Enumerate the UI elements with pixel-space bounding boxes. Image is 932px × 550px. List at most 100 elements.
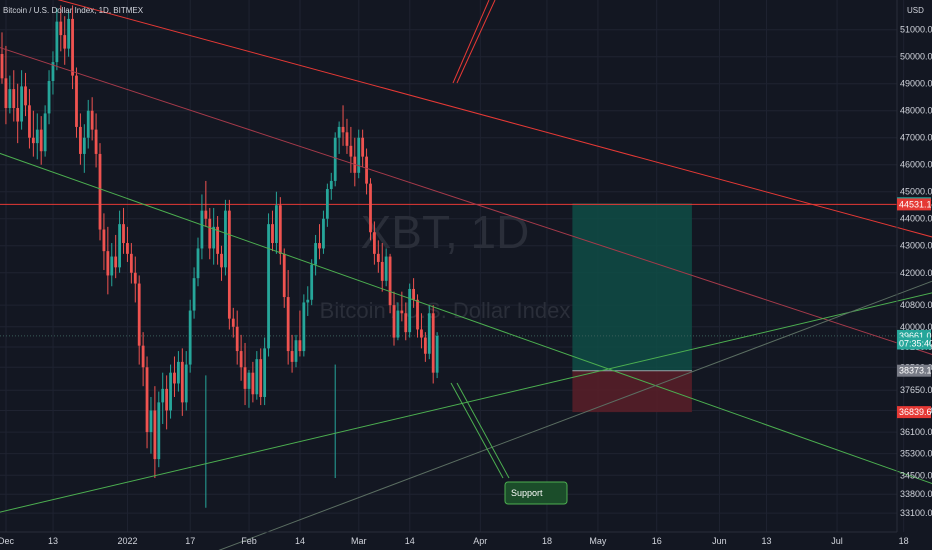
candle[interactable] xyxy=(114,234,118,279)
candle[interactable] xyxy=(337,121,341,154)
candle[interactable] xyxy=(145,356,149,449)
candle[interactable] xyxy=(267,213,270,357)
candle[interactable] xyxy=(137,275,141,365)
candle[interactable] xyxy=(247,369,251,408)
candle[interactable] xyxy=(204,180,208,227)
candle[interactable] xyxy=(71,5,74,90)
candle[interactable] xyxy=(369,178,372,241)
candle[interactable] xyxy=(361,129,365,168)
candle[interactable] xyxy=(169,364,172,419)
candle[interactable] xyxy=(427,305,431,360)
candle[interactable] xyxy=(349,126,353,173)
candle[interactable] xyxy=(192,267,196,319)
candle[interactable] xyxy=(294,334,298,368)
candle[interactable] xyxy=(180,348,184,416)
candle[interactable] xyxy=(271,210,274,252)
candle[interactable] xyxy=(400,291,404,322)
candle[interactable] xyxy=(35,113,39,160)
candle[interactable] xyxy=(31,110,35,157)
candle[interactable] xyxy=(212,207,216,265)
candle[interactable] xyxy=(12,70,16,122)
candle[interactable] xyxy=(235,310,239,365)
candles[interactable] xyxy=(0,3,439,508)
candle[interactable] xyxy=(94,113,98,168)
candle[interactable] xyxy=(67,10,71,57)
candle[interactable] xyxy=(278,197,282,265)
trendline[interactable] xyxy=(0,0,932,243)
candle[interactable] xyxy=(173,356,176,397)
candle[interactable] xyxy=(302,294,306,357)
candle[interactable] xyxy=(126,226,129,262)
candle[interactable] xyxy=(420,313,423,349)
trendline[interactable] xyxy=(0,288,932,518)
candle[interactable] xyxy=(177,351,180,392)
candle[interactable] xyxy=(404,302,408,341)
candle[interactable] xyxy=(196,237,200,287)
candle[interactable] xyxy=(259,348,263,406)
time-scale[interactable]: Dec 13 2022 17 Feb 14 Mar 14 Apr 18 May 16 Jun 13 Jul 1… xyxy=(0,531,909,546)
candle[interactable] xyxy=(63,16,67,65)
candle[interactable] xyxy=(47,70,51,125)
candle[interactable] xyxy=(129,243,133,284)
candle[interactable] xyxy=(39,116,43,165)
candle[interactable] xyxy=(149,396,153,454)
candle[interactable] xyxy=(141,332,145,387)
support-label-box[interactable] xyxy=(504,481,568,505)
candle[interactable] xyxy=(220,245,223,281)
candle[interactable] xyxy=(298,310,302,357)
candle[interactable] xyxy=(373,221,376,265)
candle[interactable] xyxy=(423,332,427,362)
position-zones[interactable] xyxy=(572,203,692,413)
candle[interactable] xyxy=(102,213,106,271)
candle[interactable] xyxy=(200,194,204,260)
candle[interactable] xyxy=(380,243,384,292)
candle[interactable] xyxy=(282,248,286,308)
candle[interactable] xyxy=(24,72,27,117)
candle[interactable] xyxy=(329,172,333,200)
support-annotation[interactable]: Support xyxy=(450,0,568,505)
candle[interactable] xyxy=(239,334,243,381)
candle[interactable] xyxy=(306,286,310,316)
candle[interactable] xyxy=(263,337,267,406)
candle[interactable] xyxy=(55,8,59,71)
trendline[interactable] xyxy=(0,41,932,362)
candle[interactable] xyxy=(290,334,294,373)
candle[interactable] xyxy=(224,199,227,276)
candle[interactable] xyxy=(79,113,82,165)
candle[interactable] xyxy=(286,270,290,365)
candle[interactable] xyxy=(333,132,337,187)
candle[interactable] xyxy=(255,351,259,400)
candle[interactable] xyxy=(43,105,47,157)
candle[interactable] xyxy=(157,391,161,468)
candle[interactable] xyxy=(310,259,314,306)
trendline[interactable] xyxy=(174,273,932,550)
candle[interactable] xyxy=(408,283,412,338)
candle[interactable] xyxy=(275,191,278,254)
candle[interactable] xyxy=(384,248,388,287)
candle[interactable] xyxy=(59,5,63,52)
candle[interactable] xyxy=(98,143,102,241)
candle[interactable] xyxy=(75,67,78,138)
candle[interactable] xyxy=(161,372,165,424)
candle[interactable] xyxy=(106,226,110,295)
candle[interactable] xyxy=(0,32,4,84)
profit-zone[interactable] xyxy=(572,203,692,371)
candle[interactable] xyxy=(318,224,321,260)
candle[interactable] xyxy=(20,70,23,130)
candle[interactable] xyxy=(314,234,317,276)
candle[interactable] xyxy=(118,210,121,273)
candle[interactable] xyxy=(16,83,20,144)
candle[interactable] xyxy=(231,307,235,338)
candle[interactable] xyxy=(8,75,12,114)
candle[interactable] xyxy=(325,183,329,227)
candle[interactable] xyxy=(90,97,94,141)
candle[interactable] xyxy=(4,45,8,125)
trendline[interactable] xyxy=(0,146,932,492)
price-scale[interactable]: 33100.00 33800.00 34500.00 35300.00 36100.00… xyxy=(896,0,932,532)
candle[interactable] xyxy=(322,210,325,254)
candle[interactable] xyxy=(28,89,31,149)
candle[interactable] xyxy=(208,207,212,260)
candle[interactable] xyxy=(376,240,380,273)
